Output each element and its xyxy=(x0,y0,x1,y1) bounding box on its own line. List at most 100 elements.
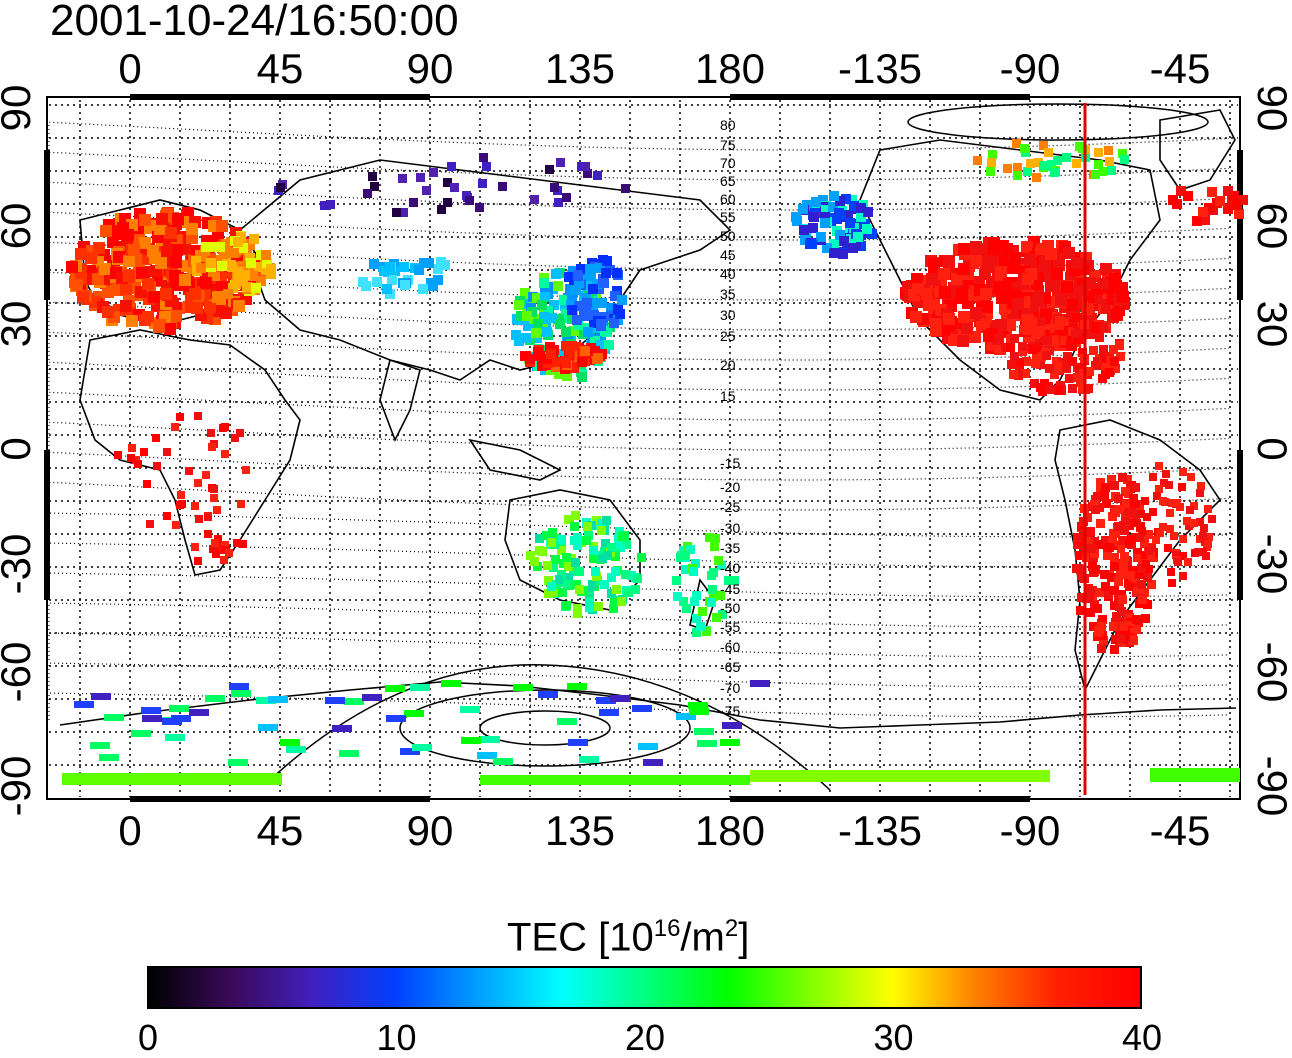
tec-cell xyxy=(424,258,434,268)
contour-label: -55 xyxy=(720,619,740,635)
lon-tick-bottom: -90 xyxy=(1000,807,1061,854)
tec-cell xyxy=(1140,539,1149,548)
lat-tick-right: -30 xyxy=(1249,534,1292,595)
tec-cell xyxy=(195,515,203,523)
tec-cell xyxy=(1001,343,1010,352)
tec-cell xyxy=(1051,268,1063,280)
tec-cell xyxy=(551,555,560,564)
tec-cell xyxy=(1097,278,1109,290)
tec-cell xyxy=(696,622,705,631)
tec-cell xyxy=(1168,499,1176,507)
tec-cell xyxy=(1101,361,1110,370)
tec-cell xyxy=(210,485,218,493)
tec-cell xyxy=(1124,508,1132,516)
tec-cell xyxy=(853,232,863,242)
tec-cell xyxy=(1060,317,1069,326)
tec-cell xyxy=(1012,298,1024,310)
tec-cell xyxy=(673,592,682,601)
tec-cell xyxy=(562,193,571,202)
tec-cell xyxy=(1215,196,1225,206)
tec-cell xyxy=(592,572,601,581)
tec-cell xyxy=(276,183,285,192)
tec-cell xyxy=(131,730,151,737)
tec-cell xyxy=(1125,613,1134,622)
tec-cell xyxy=(1095,588,1104,597)
tec-cell xyxy=(1118,473,1127,482)
lon-tick-bottom: 90 xyxy=(407,807,454,854)
tec-cell xyxy=(720,739,740,746)
tec-cell xyxy=(210,242,220,252)
tec-cell xyxy=(1100,490,1109,499)
tec-cell xyxy=(189,288,201,300)
tec-cell xyxy=(1196,518,1204,526)
tec-cell xyxy=(816,232,826,242)
tec-cell xyxy=(155,257,167,269)
tec-cell xyxy=(1111,364,1120,373)
tec-cell xyxy=(848,243,858,253)
lon-tick-top: 45 xyxy=(257,45,304,92)
tec-cell xyxy=(85,252,97,264)
tec-cell xyxy=(1114,522,1123,531)
tec-cell xyxy=(1091,495,1100,504)
tec-cell xyxy=(599,709,619,716)
tec-cell xyxy=(1062,153,1071,162)
tec-cell xyxy=(1089,346,1098,355)
tec-cell xyxy=(799,225,809,235)
tec-cell xyxy=(722,722,742,729)
tec-cell xyxy=(146,520,154,528)
tec-cell xyxy=(1132,625,1141,634)
tec-cell xyxy=(707,598,716,607)
tec-cell xyxy=(1141,614,1150,623)
tec-cell xyxy=(808,223,818,233)
tec-cell xyxy=(400,280,410,290)
tec-cell xyxy=(568,739,588,746)
tec-cell xyxy=(1099,636,1108,645)
contour-label: 60 xyxy=(720,191,736,207)
tec-cell xyxy=(930,318,942,330)
tec-cell xyxy=(480,736,500,743)
tec-cell xyxy=(1172,551,1180,559)
tec-cell xyxy=(912,283,924,295)
lon-tick-bottom: 135 xyxy=(545,807,615,854)
tec-cell xyxy=(1118,595,1127,604)
tec-cell xyxy=(205,695,225,702)
tec-cell xyxy=(1138,595,1147,604)
tec-cell xyxy=(1223,204,1233,214)
tec-cell xyxy=(572,580,581,589)
tec-cell xyxy=(204,513,212,521)
tec-cell xyxy=(1074,564,1083,573)
tec-cell xyxy=(1056,381,1065,390)
tec-cell xyxy=(579,756,599,763)
tec-cell xyxy=(165,734,185,741)
tec-cell xyxy=(258,724,278,731)
tec-cell xyxy=(820,212,830,222)
tec-cell xyxy=(562,371,572,381)
tec-cell xyxy=(1023,326,1032,335)
contour-label: 80 xyxy=(720,117,736,133)
tec-cell xyxy=(569,285,579,295)
tec-cell xyxy=(110,284,122,296)
tec-cell xyxy=(248,271,258,281)
tec-cell xyxy=(533,562,542,571)
tec-cell xyxy=(245,240,255,250)
tec-cell xyxy=(91,693,111,700)
tec-cell xyxy=(1112,612,1121,621)
colorbar-tick-label: 30 xyxy=(873,1017,914,1058)
tec-cell xyxy=(266,264,276,274)
tec-cell xyxy=(571,558,580,567)
tec-cell xyxy=(547,582,556,591)
tec-cell xyxy=(1138,551,1147,560)
tec-cell xyxy=(1150,768,1240,782)
tec-cell xyxy=(1096,478,1105,487)
tec-cell xyxy=(172,213,184,225)
tec-cell xyxy=(561,309,571,319)
lon-tick-bottom: -135 xyxy=(838,807,922,854)
tec-cell xyxy=(856,203,866,213)
tec-cell xyxy=(238,243,248,253)
tec-cell xyxy=(1037,352,1046,361)
tec-cell xyxy=(1051,364,1060,373)
tec-cell xyxy=(1104,590,1113,599)
tec-cell xyxy=(386,715,406,722)
tec-cell xyxy=(1050,335,1059,344)
tec-cell xyxy=(564,272,574,282)
